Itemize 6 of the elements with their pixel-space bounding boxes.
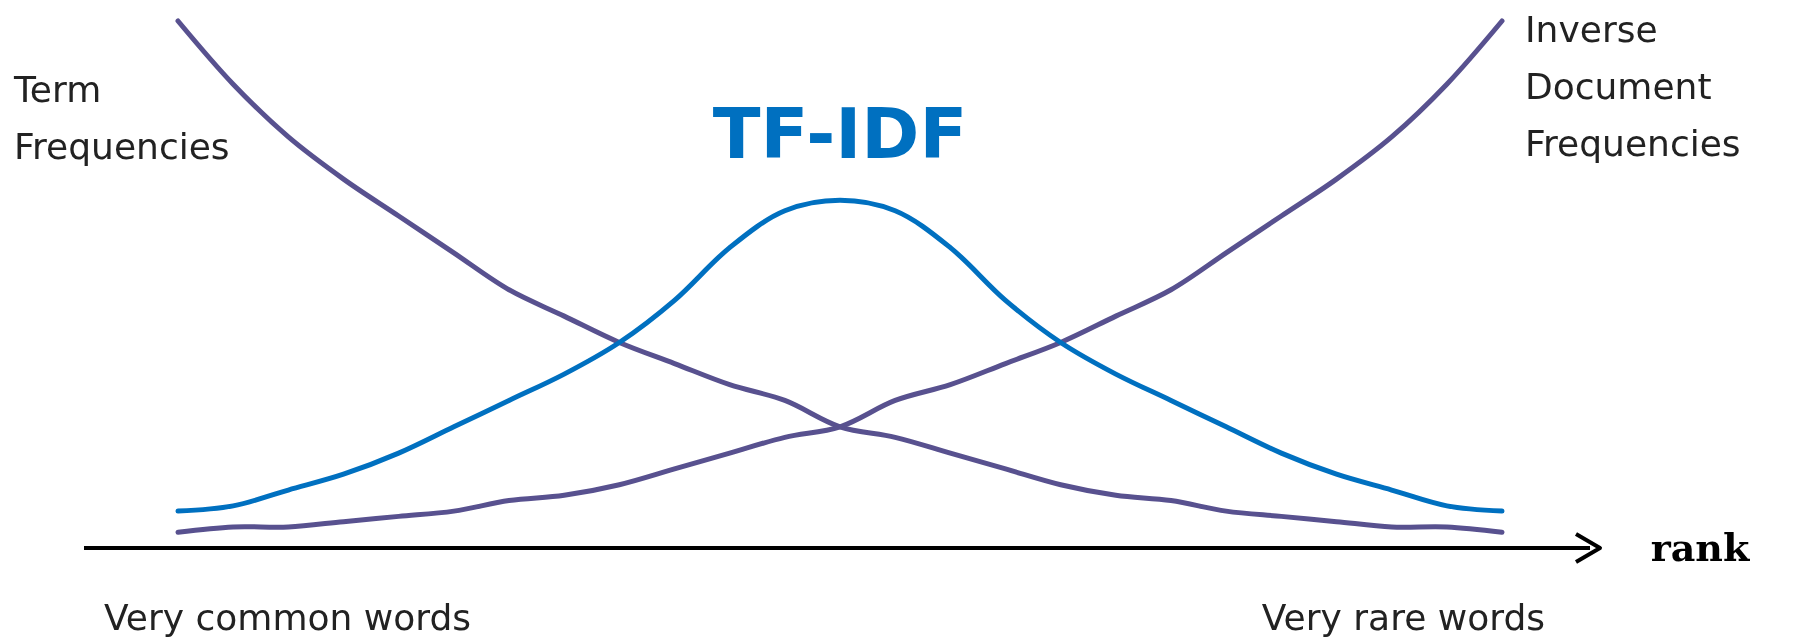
series-label: TF-IDF — [712, 93, 968, 176]
x-axis-title: rank — [1650, 525, 1750, 570]
series-label: Term Frequencies — [13, 69, 230, 167]
text: Very common words — [104, 597, 472, 638]
text: Very rare words — [1261, 597, 1545, 638]
series-label: Inverse Document Frequencies — [1525, 9, 1741, 164]
